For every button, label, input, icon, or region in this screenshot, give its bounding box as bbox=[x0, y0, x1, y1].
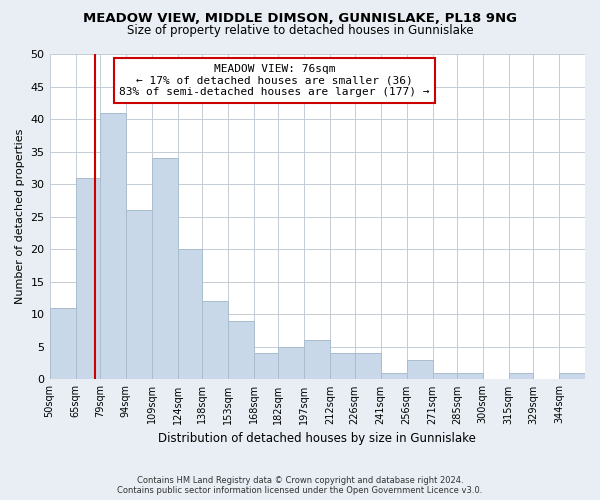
Bar bbox=[152, 158, 178, 380]
Bar bbox=[407, 360, 433, 380]
Bar bbox=[202, 302, 228, 380]
Bar bbox=[433, 373, 457, 380]
Bar bbox=[457, 373, 483, 380]
Bar bbox=[304, 340, 330, 380]
Text: MEADOW VIEW, MIDDLE DIMSON, GUNNISLAKE, PL18 9NG: MEADOW VIEW, MIDDLE DIMSON, GUNNISLAKE, … bbox=[83, 12, 517, 26]
Bar bbox=[126, 210, 152, 380]
Bar bbox=[559, 373, 585, 380]
Bar bbox=[380, 373, 407, 380]
Bar bbox=[509, 373, 533, 380]
Bar bbox=[254, 354, 278, 380]
Bar bbox=[228, 321, 254, 380]
Text: Contains HM Land Registry data © Crown copyright and database right 2024.
Contai: Contains HM Land Registry data © Crown c… bbox=[118, 476, 482, 495]
X-axis label: Distribution of detached houses by size in Gunnislake: Distribution of detached houses by size … bbox=[158, 432, 476, 445]
Bar bbox=[330, 354, 355, 380]
Y-axis label: Number of detached properties: Number of detached properties bbox=[15, 129, 25, 304]
Bar bbox=[50, 308, 76, 380]
Bar bbox=[178, 250, 202, 380]
Text: Size of property relative to detached houses in Gunnislake: Size of property relative to detached ho… bbox=[127, 24, 473, 37]
Bar bbox=[100, 112, 126, 380]
Bar bbox=[278, 347, 304, 380]
Text: MEADOW VIEW: 76sqm
← 17% of detached houses are smaller (36)
83% of semi-detache: MEADOW VIEW: 76sqm ← 17% of detached hou… bbox=[119, 64, 430, 97]
Bar bbox=[355, 354, 380, 380]
Bar bbox=[76, 178, 100, 380]
